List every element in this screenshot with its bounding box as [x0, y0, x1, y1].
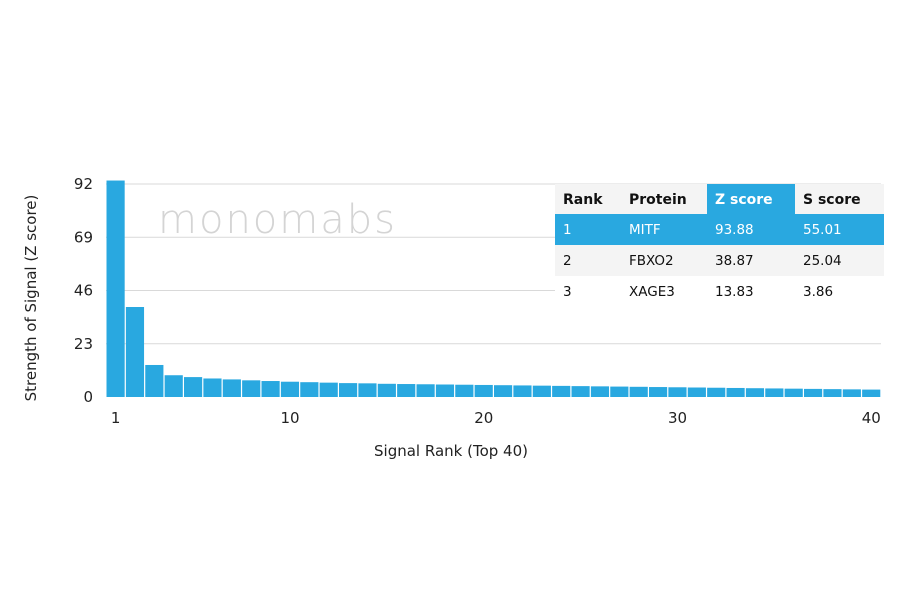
bar — [571, 386, 590, 397]
bar — [862, 389, 881, 397]
bar — [145, 364, 164, 397]
table-cell: MITF — [629, 222, 661, 238]
bar-layer — [106, 180, 881, 397]
table-cell: 2 — [563, 253, 572, 269]
table-cell: 55.01 — [803, 222, 842, 238]
bar — [649, 387, 668, 397]
bar — [455, 384, 474, 397]
bar — [784, 388, 803, 397]
x-tick-label: 20 — [474, 409, 493, 427]
bar — [745, 388, 765, 397]
bar — [707, 387, 726, 397]
table-cell: 25.04 — [803, 253, 842, 269]
bar — [687, 387, 706, 397]
bar — [397, 384, 416, 397]
table-cell: 38.87 — [715, 253, 754, 269]
bar — [222, 379, 241, 397]
bar — [261, 381, 280, 397]
bar — [590, 386, 610, 397]
x-tick-label: 30 — [668, 409, 687, 427]
table-cell: 3.86 — [803, 284, 833, 300]
y-tick-label: 23 — [74, 335, 93, 353]
bar — [339, 383, 358, 397]
watermark-logo: monomabs — [158, 197, 397, 243]
y-tick-label: 0 — [83, 388, 93, 406]
table-header-cell: Rank — [563, 192, 603, 208]
y-tick-label: 92 — [74, 175, 93, 193]
bar — [184, 377, 203, 397]
bar — [416, 384, 435, 397]
bar — [532, 385, 551, 397]
bar — [435, 384, 455, 397]
table-header-cell: Protein — [629, 192, 687, 208]
table-cell: FBXO2 — [629, 253, 674, 269]
bar — [106, 180, 125, 397]
bar — [765, 388, 784, 397]
bar — [842, 389, 861, 397]
bar — [358, 383, 377, 397]
bar — [242, 380, 261, 397]
table-cell: 3 — [563, 284, 572, 300]
y-tick-label: 69 — [74, 228, 93, 246]
score-table: Rank Protein Z score S score 1 MITF 93.88 55.01… — [555, 184, 884, 307]
x-tick-label: 1 — [111, 409, 121, 427]
table-header-cell: Z score — [715, 192, 773, 208]
bar — [474, 384, 493, 397]
y-tick-label: 46 — [74, 282, 93, 300]
table-cell: 13.83 — [715, 284, 754, 300]
bar — [726, 387, 745, 397]
bar — [804, 388, 823, 397]
bar — [610, 386, 629, 397]
bar — [494, 385, 513, 397]
table-header-highlight — [707, 184, 795, 214]
bar — [668, 387, 687, 397]
y-axis-title: Strength of Signal (Z score) — [22, 195, 40, 402]
x-axis-title: Signal Rank (Top 40) — [374, 442, 528, 460]
table-row-highlight — [555, 214, 884, 245]
bar — [319, 382, 338, 397]
bar — [203, 378, 222, 397]
bar — [300, 382, 319, 397]
bar — [552, 385, 571, 397]
bar — [629, 386, 648, 397]
table-cell: 93.88 — [715, 222, 754, 238]
x-tick-label: 10 — [281, 409, 300, 427]
table-cell: 1 — [563, 222, 572, 238]
table-row-shade — [555, 245, 884, 276]
bar — [377, 383, 396, 397]
table-header-cell: S score — [803, 192, 861, 208]
bar — [280, 381, 300, 397]
table-cell: XAGE3 — [629, 284, 675, 300]
bar — [164, 375, 183, 397]
bar — [823, 389, 842, 397]
bar — [513, 385, 532, 397]
bar — [125, 307, 145, 397]
x-tick-label: 40 — [862, 409, 881, 427]
